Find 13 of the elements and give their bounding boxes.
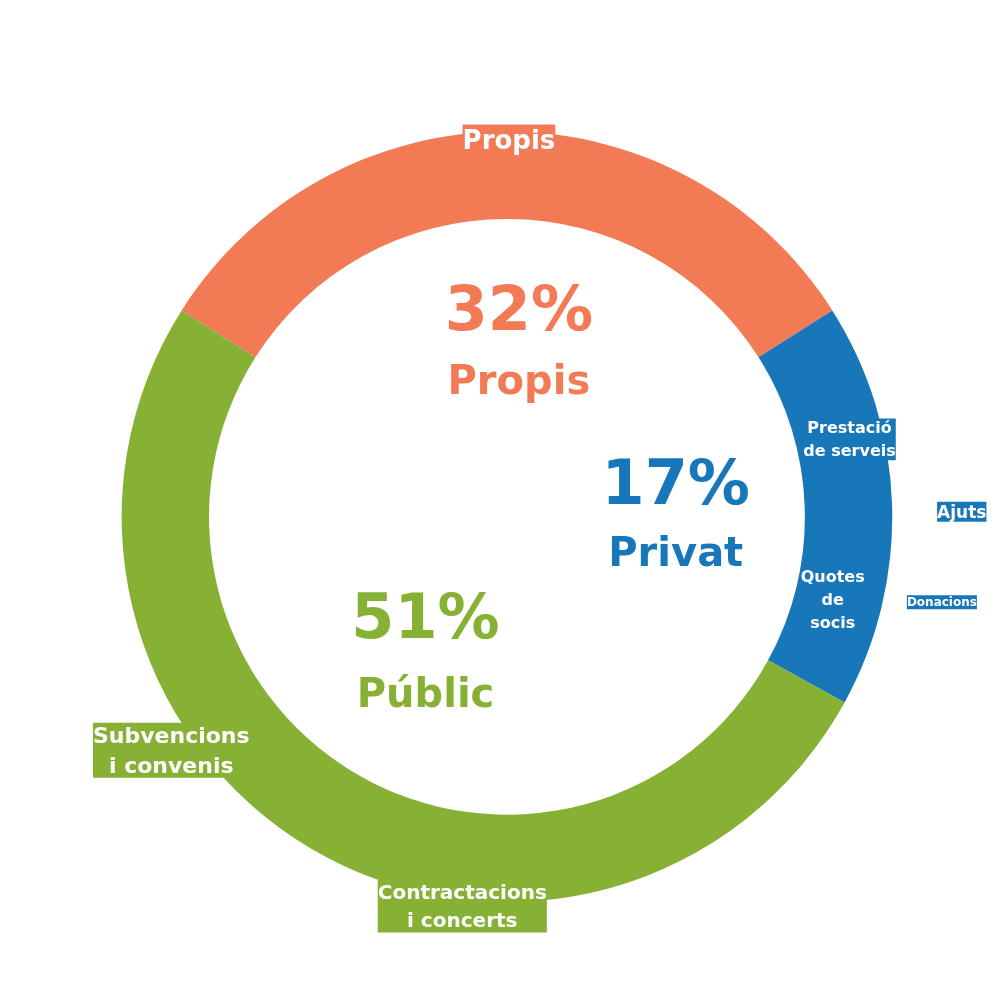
data-label: 32%: [444, 271, 594, 345]
text: Contractacions i concerts: [377, 879, 547, 933]
slice-label: Propis: [462, 124, 556, 155]
data-label: 17%: [601, 445, 750, 519]
text: Quotes de socis: [800, 566, 865, 632]
text: Donacions: [906, 595, 977, 610]
slice-label: Propis: [447, 356, 591, 403]
text: Prestació de serveis: [803, 418, 896, 461]
text: Ajuts: [937, 501, 987, 522]
slice-label: Públic: [356, 669, 495, 716]
data-label: 51%: [351, 579, 500, 653]
text: Subvencions i convenis: [92, 722, 250, 778]
slice-label: Privat: [608, 528, 744, 575]
